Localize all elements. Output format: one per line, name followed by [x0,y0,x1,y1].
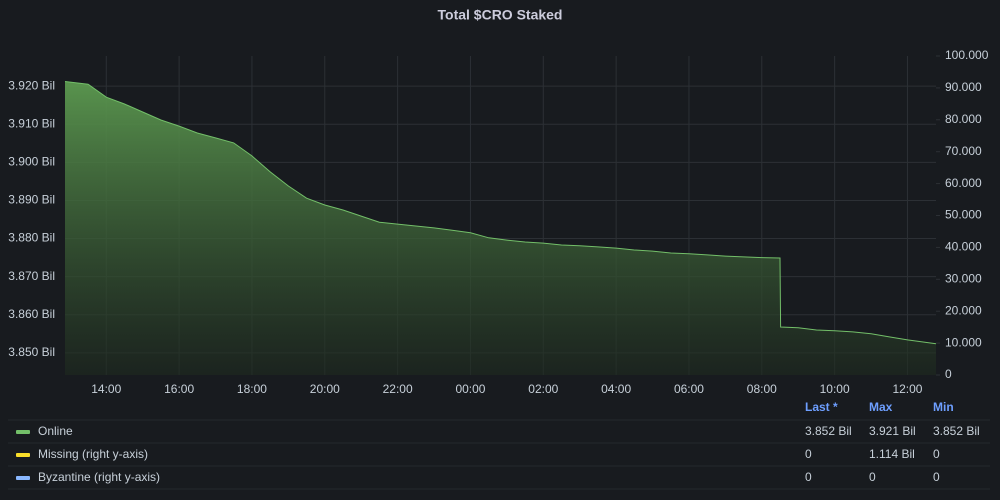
legend-stat: 0 [933,470,940,484]
legend-stat: 0 [869,470,876,484]
x-tick-label: 08:00 [747,382,777,396]
y-tick-label: 3.850 Bil [8,345,55,359]
x-tick-label: 06:00 [674,382,704,396]
legend-label: Online [38,424,73,438]
x-tick-label: 20:00 [310,382,340,396]
legend-header: Min [933,400,954,414]
y2-tick-label: 70.000 [945,144,982,158]
legend-swatch [16,453,30,457]
legend-stat: 0 [805,470,812,484]
y2-tick-label: 50.000 [945,208,982,222]
legend-stat: 3.852 Bil [933,424,980,438]
y2-tick-label: 80.000 [945,112,982,126]
x-tick-label: 10:00 [820,382,850,396]
legend-label: Byzantine (right y-axis) [38,470,160,484]
y2-tick-label: 20.000 [945,303,982,317]
x-tick-label: 22:00 [383,382,413,396]
y2-tick-label: 60.000 [945,176,982,190]
y-tick-label: 3.860 Bil [8,307,55,321]
y2-tick-label: 30.000 [945,271,982,285]
x-tick-label: 18:00 [237,382,267,396]
legend-label: Missing (right y-axis) [38,447,148,461]
x-tick-label: 14:00 [91,382,121,396]
y2-tick-label: 90.000 [945,80,982,94]
y-tick-label: 3.910 Bil [8,116,55,130]
legend-header: Last * [805,400,838,414]
y2-tick-label: 0 [945,367,952,381]
x-tick-label: 12:00 [892,382,922,396]
area-fill [65,81,936,375]
x-tick-label: 00:00 [455,382,485,396]
y-tick-label: 3.900 Bil [8,155,55,169]
legend-swatch [16,430,30,434]
legend-swatch [16,476,30,480]
legend-stat: 0 [805,447,812,461]
y2-tick-label: 40.000 [945,240,982,254]
legend-header: Max [869,400,893,414]
legend-stat: 1.114 Bil [869,447,915,461]
y-tick-label: 3.920 Bil [8,78,55,92]
legend-stat: 0 [933,447,940,461]
y2-tick-label: 10.000 [945,335,982,349]
y2-tick-label: 100.000 [945,48,989,62]
x-tick-label: 02:00 [528,382,558,396]
y-tick-label: 3.880 Bil [8,231,55,245]
x-tick-label: 04:00 [601,382,631,396]
line [64,81,937,345]
y-tick-label: 3.870 Bil [8,269,55,283]
x-tick-label: 16:00 [164,382,194,396]
legend-stat: 3.921 Bil [869,424,916,438]
legend-stat: 3.852 Bil [805,424,852,438]
chart-title: Total $CRO Staked [438,7,563,23]
y-tick-label: 3.890 Bil [8,193,55,207]
